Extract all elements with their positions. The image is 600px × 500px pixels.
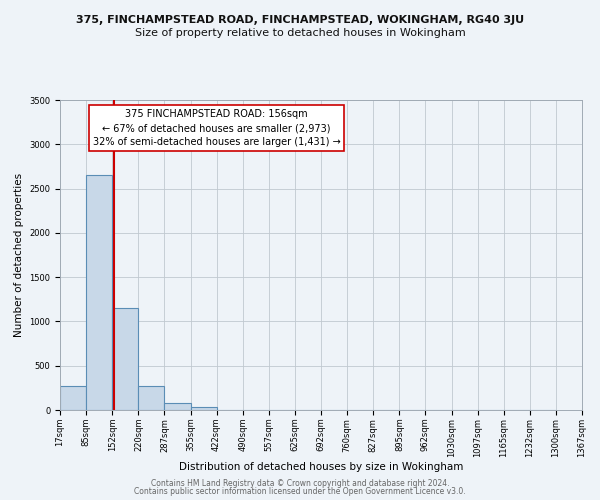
Bar — [191, 408, 217, 410]
Text: Contains public sector information licensed under the Open Government Licence v3: Contains public sector information licen… — [134, 487, 466, 496]
Bar — [164, 403, 191, 410]
Bar — [139, 386, 164, 410]
Text: Contains HM Land Registry data © Crown copyright and database right 2024.: Contains HM Land Registry data © Crown c… — [151, 478, 449, 488]
Bar — [60, 386, 86, 410]
Bar — [86, 176, 112, 410]
Text: Size of property relative to detached houses in Wokingham: Size of property relative to detached ho… — [134, 28, 466, 38]
Text: 375, FINCHAMPSTEAD ROAD, FINCHAMPSTEAD, WOKINGHAM, RG40 3JU: 375, FINCHAMPSTEAD ROAD, FINCHAMPSTEAD, … — [76, 15, 524, 25]
X-axis label: Distribution of detached houses by size in Wokingham: Distribution of detached houses by size … — [179, 462, 463, 472]
Text: 375 FINCHAMPSTEAD ROAD: 156sqm
← 67% of detached houses are smaller (2,973)
32% : 375 FINCHAMPSTEAD ROAD: 156sqm ← 67% of … — [93, 110, 340, 148]
Bar — [112, 308, 139, 410]
Y-axis label: Number of detached properties: Number of detached properties — [14, 173, 23, 337]
